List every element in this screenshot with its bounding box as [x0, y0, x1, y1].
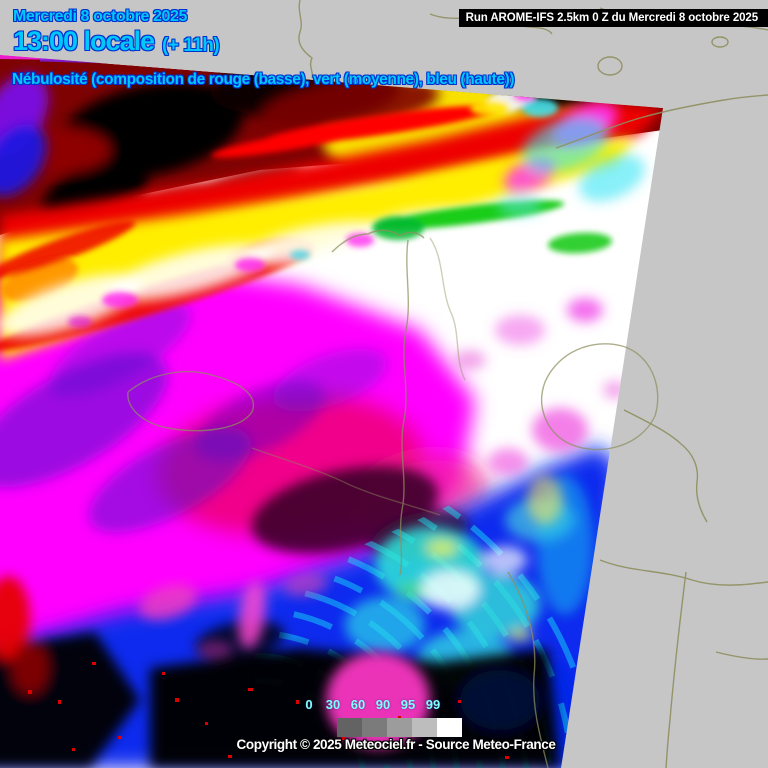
model-run-info: Run AROME-IFS 2.5km 0 Z du Mercredi 8 oc… [458, 9, 768, 27]
frontal-band [0, 55, 663, 360]
legend-label: 30 [325, 697, 341, 712]
legend-label: 99 [425, 697, 441, 712]
legend-label: 60 [350, 697, 366, 712]
red-speckles [28, 662, 509, 759]
legend-box [387, 718, 412, 737]
legend-label: 0 [305, 697, 313, 712]
cloud-cover-legend: 0 30 60 90 95 99 [300, 697, 470, 742]
copyright-notice: Copyright © 2025 Meteociel.fr - Source M… [236, 737, 556, 752]
legend-box [412, 718, 437, 737]
legend-label: 90 [375, 697, 391, 712]
forecast-date: Mercredi 8 octobre 2025 [13, 8, 187, 25]
legend-box [337, 718, 362, 737]
forecast-hour-offset: (+ 11h) [162, 35, 220, 56]
legend-color-scale [337, 718, 462, 737]
forecast-time: 13:00 locale [13, 26, 155, 56]
model-domain [0, 55, 663, 768]
parameter-subtitle: Nébulosité (composition de rouge (basse)… [12, 71, 515, 88]
legend-box [437, 718, 462, 737]
legend-label: 95 [400, 697, 416, 712]
legend-box [362, 718, 387, 737]
